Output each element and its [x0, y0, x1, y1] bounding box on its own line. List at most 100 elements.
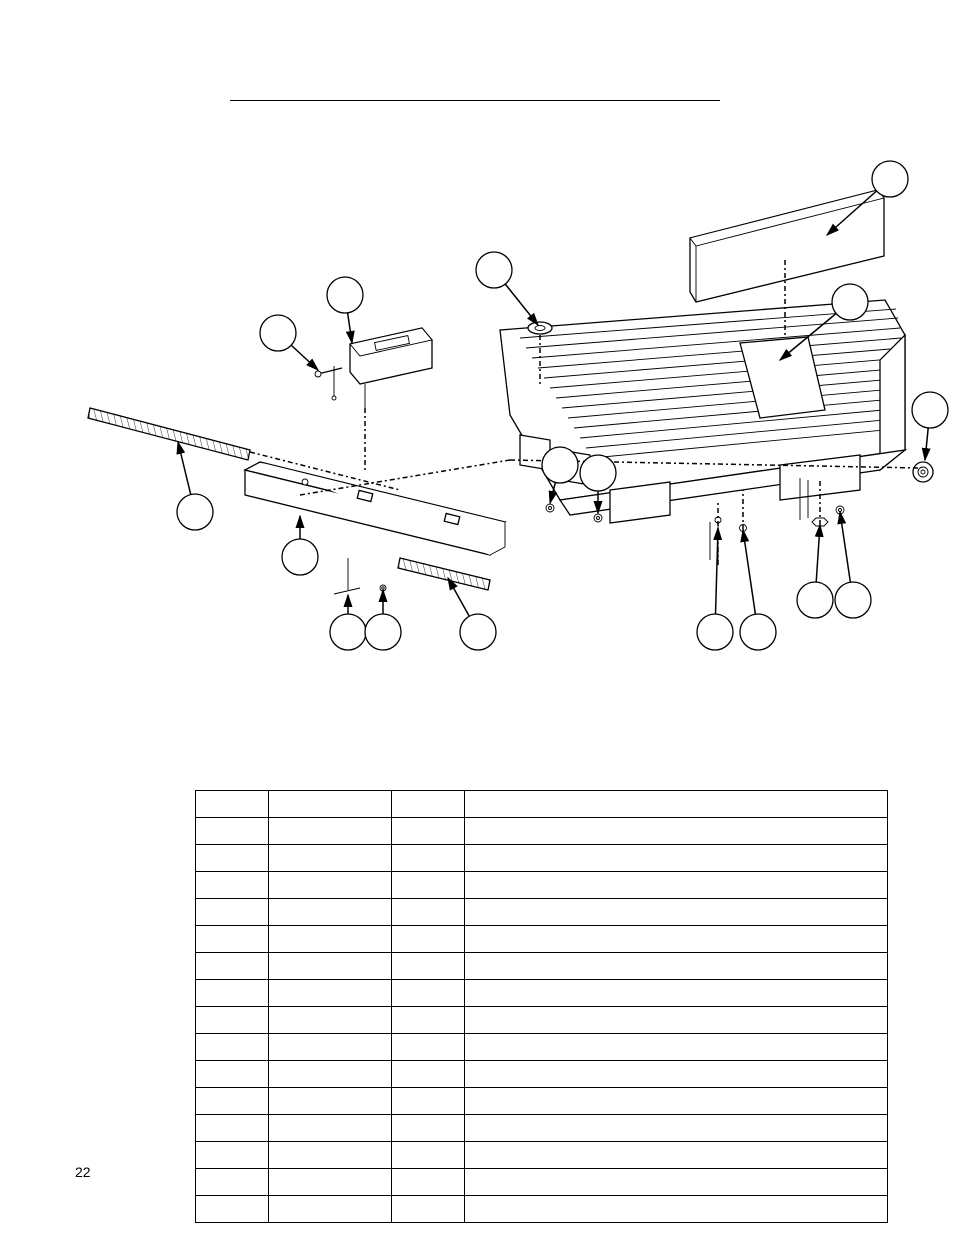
table-cell [392, 899, 465, 926]
table-header-row [196, 791, 888, 818]
table-cell [465, 1061, 888, 1088]
table-cell [196, 845, 269, 872]
side-roller [913, 462, 933, 482]
callout-bubble [476, 252, 512, 288]
table-cell [392, 1169, 465, 1196]
callout-bubble [177, 494, 213, 530]
table-row [196, 1061, 888, 1088]
sliding-table [500, 300, 905, 523]
table-cell [392, 1034, 465, 1061]
callout-bubble [740, 614, 776, 650]
table-cell [196, 953, 269, 980]
table-cell [196, 899, 269, 926]
table-cell [196, 1169, 269, 1196]
table-cell [392, 872, 465, 899]
table-cell [392, 980, 465, 1007]
table-cell [465, 872, 888, 899]
table-cell [269, 899, 392, 926]
title-underline [230, 100, 720, 101]
screw-left [315, 368, 342, 377]
table-cell [196, 1142, 269, 1169]
table-row [196, 899, 888, 926]
table-row [196, 980, 888, 1007]
table-cell [269, 1196, 392, 1223]
table-cell [196, 818, 269, 845]
col-1 [196, 791, 269, 818]
table-cell [269, 845, 392, 872]
table-cell [465, 980, 888, 1007]
table-cell [392, 953, 465, 980]
table-cell [196, 1088, 269, 1115]
front-rail [245, 462, 505, 555]
table-row [196, 1142, 888, 1169]
table-cell [269, 1007, 392, 1034]
table-cell [196, 1061, 269, 1088]
table-row [196, 845, 888, 872]
table-cell [465, 953, 888, 980]
table-row [196, 872, 888, 899]
ruler-right [398, 558, 490, 590]
table-cell [269, 1088, 392, 1115]
table-cell [465, 845, 888, 872]
exploded-diagram [50, 160, 910, 700]
callout-bubble [260, 315, 296, 351]
table-cell [465, 1169, 888, 1196]
table-cell [269, 953, 392, 980]
table-cell [392, 1196, 465, 1223]
table-cell [465, 1196, 888, 1223]
table-cell [465, 1088, 888, 1115]
ruler-left [88, 408, 250, 460]
table-cell [269, 1142, 392, 1169]
table-cell [269, 872, 392, 899]
table-cell [269, 1169, 392, 1196]
table-cell [196, 1034, 269, 1061]
callout-bubble [912, 392, 948, 428]
table-cell [392, 1007, 465, 1034]
table-cell [269, 1034, 392, 1061]
table-cell [465, 899, 888, 926]
table-cell [465, 1142, 888, 1169]
table-cell [392, 1088, 465, 1115]
callout-bubble [697, 614, 733, 650]
col-2 [269, 791, 392, 818]
table-cell [196, 1115, 269, 1142]
switch-box [332, 328, 432, 408]
table-cell [392, 1142, 465, 1169]
table-cell [392, 818, 465, 845]
col-3 [392, 791, 465, 818]
table-cell [465, 1115, 888, 1142]
table-cell [196, 980, 269, 1007]
callout-bubble [542, 447, 578, 483]
rail-hardware [334, 558, 386, 594]
table-cell [269, 1061, 392, 1088]
callout-bubble [835, 582, 871, 618]
page-number: 22 [75, 1164, 91, 1180]
table-row [196, 953, 888, 980]
table-cell [392, 1115, 465, 1142]
table-cell [269, 1115, 392, 1142]
table-row [196, 1115, 888, 1142]
table-cell [392, 1061, 465, 1088]
table-cell [465, 818, 888, 845]
table-row [196, 818, 888, 845]
callout-bubble [327, 277, 363, 313]
table-cell [269, 818, 392, 845]
callout-bubble [797, 582, 833, 618]
table-row [196, 1196, 888, 1223]
callout-bubble [580, 455, 616, 491]
table-cell [196, 1007, 269, 1034]
callout-bubble [365, 614, 401, 650]
col-4 [465, 791, 888, 818]
table-cell [465, 1007, 888, 1034]
callout-bubble [282, 539, 318, 575]
table-row [196, 1007, 888, 1034]
callout-bubble [330, 614, 366, 650]
callout-bubble [872, 161, 908, 197]
table-cell [465, 1034, 888, 1061]
parts-table [195, 790, 888, 1223]
table-cell [196, 926, 269, 953]
table-cell [269, 926, 392, 953]
table-row [196, 1169, 888, 1196]
table-cell [465, 926, 888, 953]
callout-bubble [832, 284, 868, 320]
